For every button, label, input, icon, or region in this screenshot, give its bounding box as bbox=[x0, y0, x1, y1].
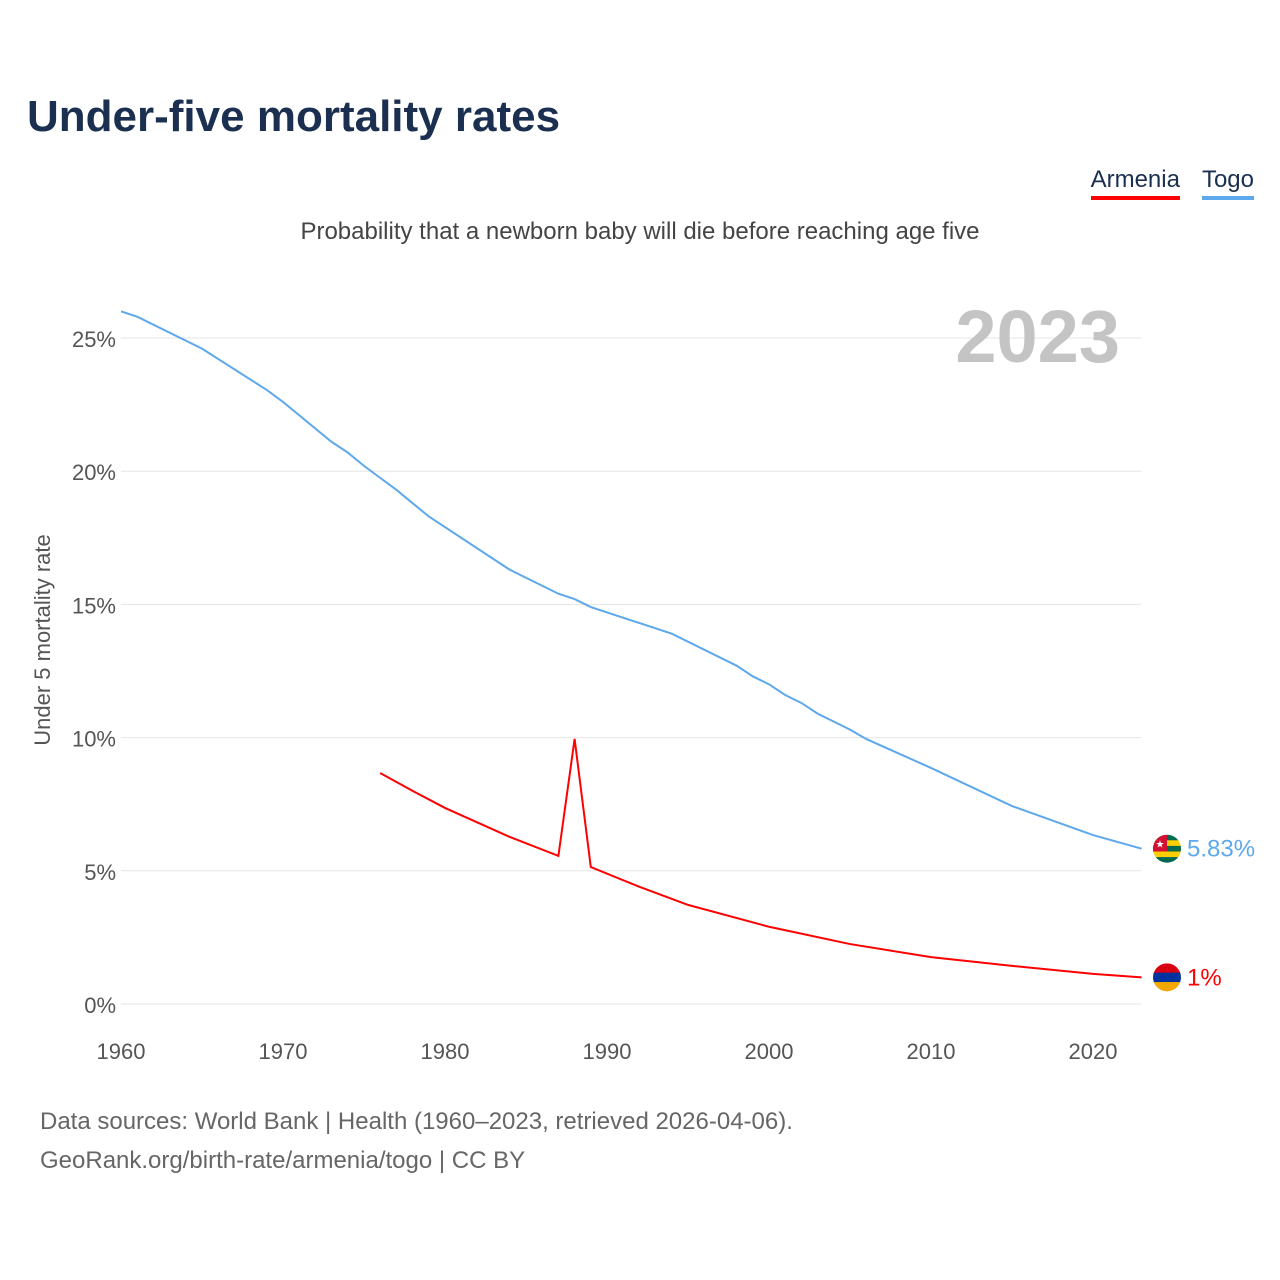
y-tick-label: 20% bbox=[72, 460, 116, 485]
legend: Armenia Togo bbox=[1090, 166, 1254, 200]
legend-armenia[interactable]: Armenia bbox=[1090, 166, 1180, 200]
x-tick-label: 1990 bbox=[583, 1039, 632, 1064]
source-line-1: Data sources: World Bank | Health (1960–… bbox=[40, 1108, 793, 1135]
flag-star-icon: ★ bbox=[1156, 840, 1165, 851]
flag-armenia-icon bbox=[1153, 982, 1181, 992]
chart-title: Under-five mortality rates bbox=[27, 92, 561, 141]
end-label-togo: 5.83% bbox=[1187, 836, 1255, 863]
flag-armenia-icon bbox=[1153, 963, 1181, 974]
x-tick-label: 1960 bbox=[97, 1039, 146, 1064]
series-line-armenia bbox=[379, 738, 1142, 979]
flag-togo-icon bbox=[1153, 857, 1181, 863]
flag-armenia-icon bbox=[1153, 972, 1181, 983]
x-tick-label: 2000 bbox=[745, 1039, 794, 1064]
y-tick-label: 0% bbox=[84, 993, 116, 1018]
year-label: 2023 bbox=[955, 295, 1120, 378]
y-tick-label: 5% bbox=[84, 860, 116, 885]
y-tick-label: 25% bbox=[72, 327, 116, 352]
x-tick-label: 2010 bbox=[907, 1039, 956, 1064]
y-axis-label: Under 5 mortality rate bbox=[30, 534, 55, 746]
y-tick-label: 15% bbox=[72, 593, 116, 618]
legend-togo[interactable]: Togo bbox=[1201, 166, 1254, 200]
x-tick-label: 1980 bbox=[421, 1039, 470, 1064]
series-line-togo bbox=[120, 310, 1142, 850]
x-tick-label: 1970 bbox=[259, 1039, 308, 1064]
source-line-2[interactable]: GeoRank.org/birth-rate/armenia/togo | CC… bbox=[40, 1147, 526, 1174]
chart-subtitle: Probability that a newborn baby will die… bbox=[300, 218, 980, 245]
y-tick-label: 10% bbox=[72, 727, 116, 752]
x-tick-label: 2020 bbox=[1069, 1039, 1118, 1064]
flag-togo-icon bbox=[1153, 851, 1181, 858]
end-label-armenia: 1% bbox=[1187, 964, 1222, 991]
